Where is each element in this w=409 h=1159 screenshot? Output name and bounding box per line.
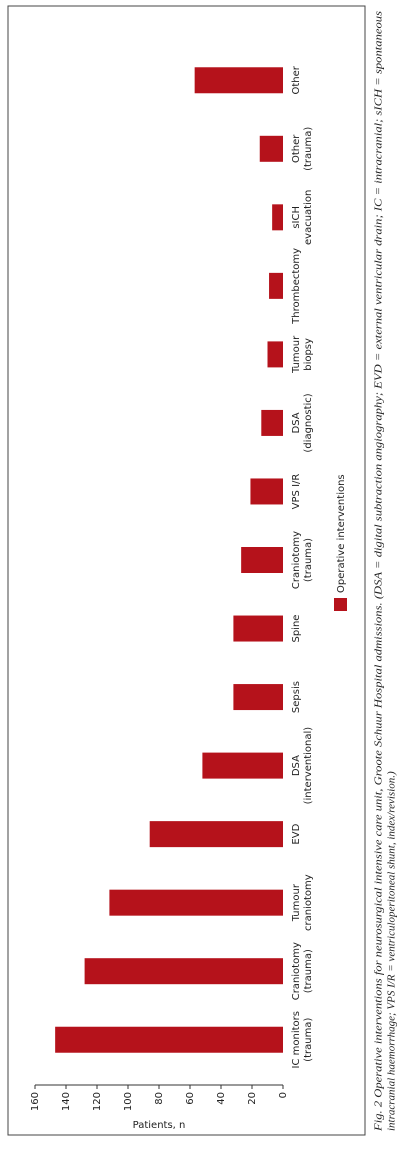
x-tick-label: (trauma): [303, 1018, 314, 1062]
x-tick-label: Craniotomy: [291, 531, 302, 589]
x-tick-label: DSA: [291, 755, 302, 776]
bar: [84, 958, 283, 985]
x-tick-label: (diagnostic): [303, 393, 314, 452]
x-tick-label: EVD: [291, 823, 302, 844]
x-tick-label: Spine: [291, 615, 302, 643]
x-tick-label: VPS I/R: [291, 474, 302, 510]
caption: intracranial haemorrhage; VPS I/R = vent…: [386, 771, 398, 1131]
y-tick-label: 160: [30, 1092, 41, 1111]
x-tick-label: biopsy: [303, 338, 314, 371]
bar: [233, 684, 283, 711]
caption: Fig. 2 Operative interventions for neuro…: [373, 11, 385, 1132]
y-tick-label: 60: [185, 1092, 196, 1105]
bar: [241, 547, 283, 573]
bar: [109, 889, 284, 916]
x-tick-label: evacuation: [303, 190, 314, 245]
x-tick-label: (trauma): [303, 127, 314, 171]
y-axis-title: Patients, n: [133, 1120, 186, 1131]
x-tick-label: (trauma): [303, 949, 314, 993]
x-tick-label: (trauma): [303, 538, 314, 582]
x-tick-label: Craniotomy: [291, 942, 302, 1000]
bar: [202, 752, 283, 779]
x-tick-label: Other: [291, 134, 302, 163]
bar: [267, 341, 283, 368]
bar: [233, 615, 283, 642]
bar: [149, 821, 283, 848]
x-tick-label: sICH: [291, 206, 302, 229]
bar: [261, 409, 283, 436]
x-tick-label: craniotomy: [303, 874, 314, 931]
y-tick-label: 20: [247, 1092, 258, 1105]
x-tick-label: IC monitors: [291, 1011, 302, 1068]
x-tick-label: DSA: [291, 412, 302, 433]
bar: [250, 478, 283, 505]
x-tick-label: Tumour: [291, 883, 302, 922]
legend-swatch: [334, 598, 347, 611]
y-tick-label: 0: [278, 1092, 289, 1098]
x-tick-label: Sepsis: [291, 681, 302, 713]
y-tick-label: 140: [61, 1092, 72, 1111]
x-tick-label: Other: [291, 65, 302, 94]
y-tick-label: 100: [123, 1092, 134, 1111]
x-tick-label: Tumour: [291, 335, 302, 374]
bar: [269, 272, 283, 299]
x-tick-label: Thrombectomy: [291, 248, 302, 325]
y-tick-label: 120: [92, 1092, 103, 1111]
bar: [194, 67, 283, 94]
legend-label: Operative interventions: [336, 474, 347, 593]
y-tick-label: 80: [154, 1092, 165, 1105]
bar: [259, 135, 283, 162]
rotated-figure: 0 20 40 60 80 100 120 140 160 Patients, n IC monit…: [7, 5, 398, 1136]
x-tick-label: (interventional): [303, 727, 314, 805]
figure-border: [7, 5, 366, 1136]
y-tick-label: 40: [216, 1092, 227, 1105]
bar: [272, 204, 283, 231]
bar: [55, 1026, 284, 1053]
